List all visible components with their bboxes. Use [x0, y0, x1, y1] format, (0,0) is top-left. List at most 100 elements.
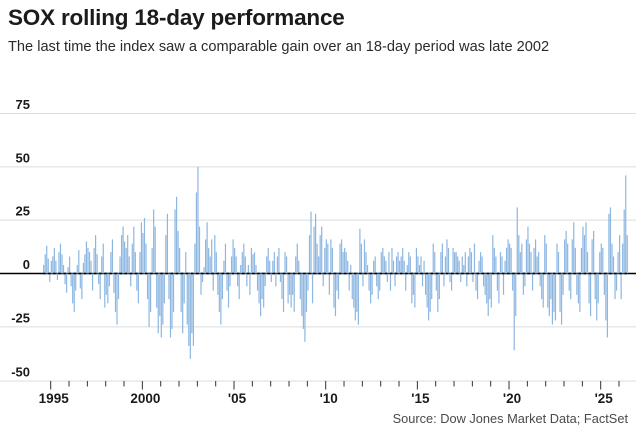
bar [185, 252, 187, 274]
bar [366, 264, 369, 274]
bar [201, 273, 204, 283]
bar [528, 243, 531, 274]
bar [188, 273, 190, 347]
bar [175, 196, 178, 274]
bar [264, 273, 266, 287]
bar [301, 273, 303, 317]
bar [502, 273, 505, 295]
bar [405, 273, 407, 291]
bar [328, 273, 330, 295]
bar [321, 226, 323, 274]
bar [96, 254, 98, 274]
bar [205, 239, 207, 274]
bar [324, 247, 326, 274]
bar [226, 273, 228, 291]
bar [298, 260, 300, 274]
bar [397, 252, 399, 274]
bar [278, 247, 280, 274]
bar [475, 273, 477, 291]
bar [420, 256, 422, 274]
bar [589, 273, 592, 317]
bar [406, 264, 408, 274]
bar [110, 252, 112, 274]
bar [571, 239, 573, 274]
bar [460, 273, 462, 283]
bar [230, 256, 233, 274]
bar [180, 273, 182, 312]
bar [458, 260, 460, 274]
bar [559, 273, 561, 312]
bar [504, 260, 506, 274]
bar [350, 264, 352, 274]
bar [227, 273, 230, 308]
bar [617, 252, 619, 274]
bar [611, 243, 613, 274]
bar [415, 247, 418, 274]
bar [104, 273, 106, 308]
bar [423, 260, 425, 274]
bar [212, 273, 214, 291]
bar [463, 264, 465, 274]
bar [434, 252, 436, 274]
bar [472, 273, 474, 283]
bar [156, 273, 158, 308]
bar [570, 273, 572, 300]
bar [538, 252, 540, 274]
bar [600, 243, 602, 274]
bar [261, 273, 263, 300]
bar [392, 260, 395, 274]
bar [489, 273, 491, 300]
bar [351, 273, 353, 300]
bar [91, 273, 94, 291]
bar [113, 273, 115, 293]
bar [450, 273, 453, 291]
bar [567, 243, 569, 274]
bar [90, 260, 92, 274]
bar [256, 273, 259, 291]
bar [359, 228, 361, 274]
bar [586, 252, 589, 274]
bar [527, 226, 529, 274]
bar [464, 252, 466, 274]
bar [565, 230, 567, 274]
bar [412, 273, 414, 295]
x-axis-label-2025: '25 [595, 391, 614, 406]
bar [509, 243, 511, 274]
bar [334, 273, 337, 317]
bar [151, 247, 153, 274]
bar [282, 273, 285, 312]
bar [70, 273, 72, 287]
bar [447, 247, 450, 274]
bar [232, 239, 234, 274]
bar [599, 252, 601, 274]
bar [47, 258, 49, 274]
bar [360, 243, 363, 274]
bar [260, 273, 262, 317]
bar [556, 243, 558, 274]
bar [174, 209, 176, 274]
bar [368, 273, 370, 291]
bar [275, 273, 277, 287]
bar [542, 273, 544, 308]
bar [125, 247, 127, 274]
bar [140, 222, 143, 274]
bar [363, 239, 366, 274]
x-axis-label-2020: '20 [503, 391, 521, 406]
bar [620, 273, 622, 300]
bar [403, 260, 405, 274]
bar [111, 239, 114, 274]
bar [625, 175, 627, 274]
bar [333, 273, 335, 308]
bar [166, 213, 169, 274]
bar [379, 273, 381, 291]
bar [382, 247, 384, 274]
bar [130, 273, 132, 287]
bar [531, 273, 534, 291]
bar [290, 273, 292, 308]
bar [218, 273, 220, 312]
bar [428, 273, 430, 321]
bar [518, 235, 520, 274]
bar [421, 273, 424, 287]
bar [564, 239, 566, 274]
bar [253, 252, 256, 274]
